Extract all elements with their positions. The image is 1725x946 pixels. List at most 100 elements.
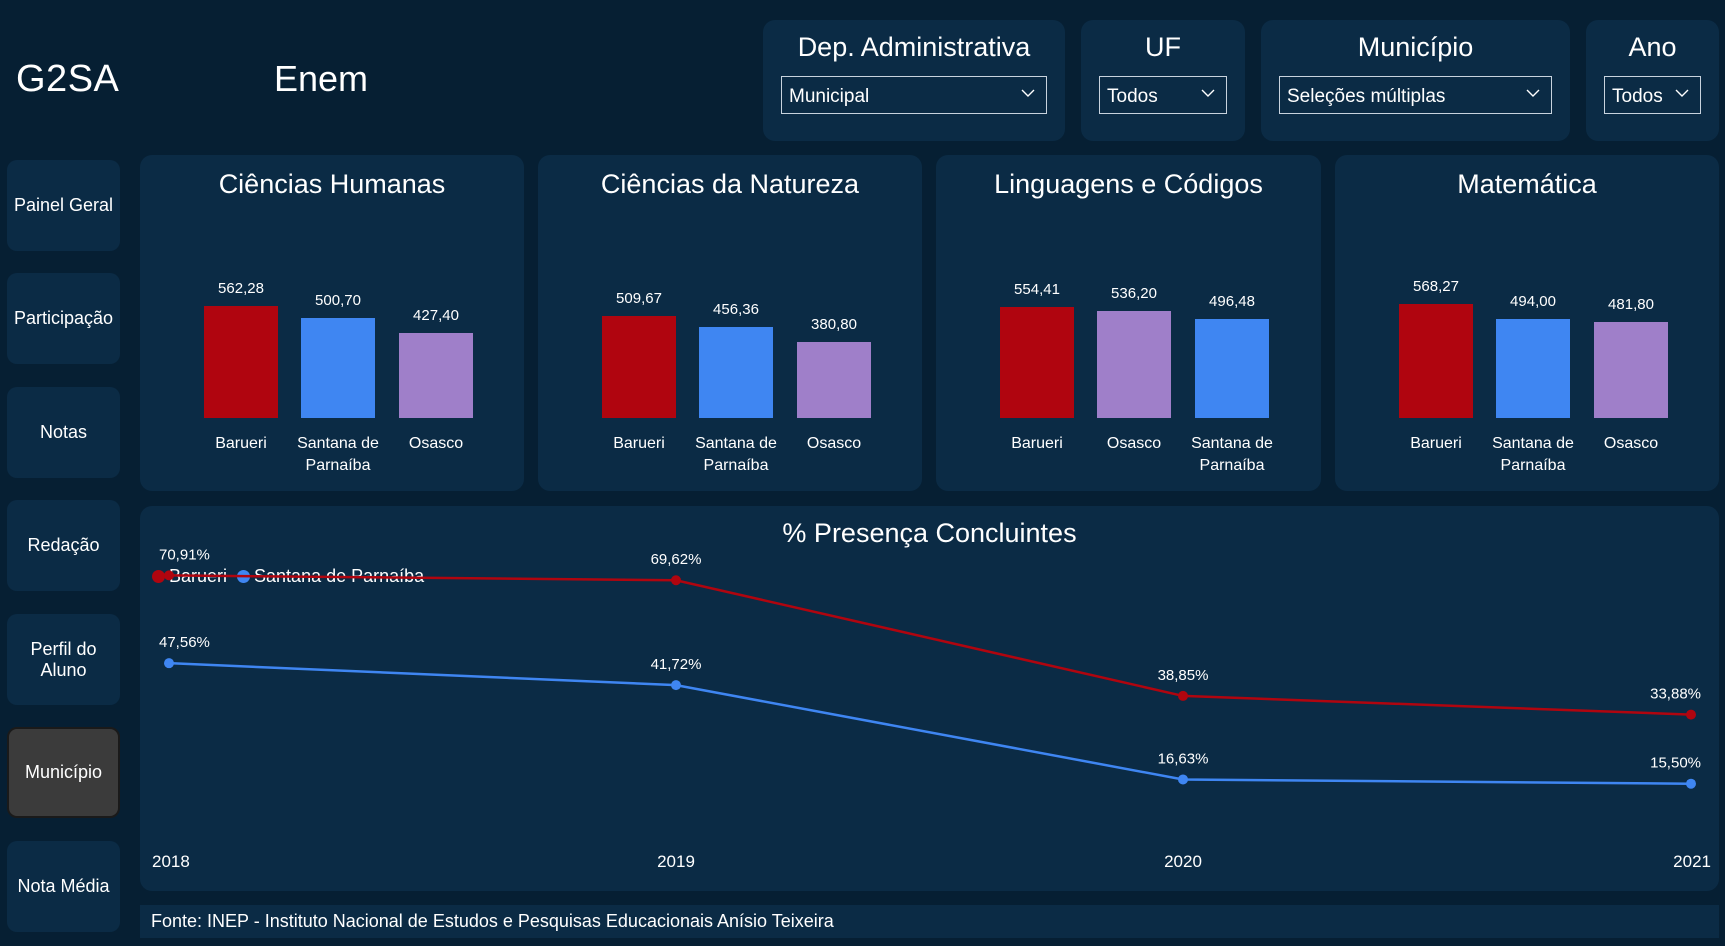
bar-value-label: 380,80	[811, 315, 857, 333]
bar[interactable]	[797, 341, 871, 418]
series-line	[168, 574, 1692, 716]
bar-value-label: 481,80	[1608, 295, 1654, 313]
category-label: Barueri	[613, 435, 665, 452]
bar[interactable]	[1594, 321, 1668, 418]
chevron-down-icon	[1201, 89, 1215, 97]
filter-ano: Ano Todos	[1586, 20, 1719, 141]
filter-label: Município	[1357, 32, 1474, 62]
page-title: Enem	[274, 58, 369, 99]
chevron-down-icon	[1526, 89, 1540, 97]
uf-dropdown[interactable]: Todos	[1099, 76, 1227, 114]
bar-value-label: 536,20	[1111, 284, 1157, 302]
ano-dropdown[interactable]: Todos	[1604, 76, 1701, 114]
bar-value-label: 427,40	[413, 306, 459, 324]
nav-notas[interactable]: Notas	[7, 387, 120, 478]
bar[interactable]	[1496, 319, 1570, 418]
bar-chart-card: Ciências da Natureza 509,67 Barueri 456,36…	[538, 155, 922, 491]
line-chart-card: % Presença Concluintes Barueri Santana d…	[140, 506, 1719, 891]
bar-value-label: 456,36	[713, 300, 759, 318]
dropdown-value: Todos	[1107, 86, 1158, 107]
legend-dot-icon	[152, 570, 165, 583]
source-footer: Fonte: INEP - Instituto Nacional de Estu…	[140, 905, 1719, 938]
category-label: Osasco	[408, 435, 464, 452]
category-label: Osasco	[806, 435, 862, 452]
point-value-label: 47,56%	[159, 634, 210, 651]
x-tick-label: 2020	[1164, 852, 1202, 871]
dep-administrativa-dropdown[interactable]: Municipal	[781, 76, 1047, 114]
x-tick-label: 2019	[657, 852, 695, 871]
bar-value-label: 554,41	[1014, 281, 1060, 299]
bar[interactable]	[301, 317, 375, 418]
chevron-down-icon	[1675, 89, 1689, 97]
municipio-dropdown[interactable]: Seleções múltiplas	[1279, 76, 1552, 114]
filter-municipio: Município Seleções múltiplas	[1261, 20, 1570, 141]
bar[interactable]	[602, 316, 676, 418]
data-point[interactable]	[1178, 690, 1188, 701]
nav-participacao[interactable]: Participação	[7, 273, 120, 364]
chart-title: % Presença Concluintes	[782, 518, 1077, 548]
bar[interactable]	[1000, 307, 1074, 418]
data-point[interactable]	[1686, 709, 1696, 720]
point-value-label: 69,62%	[651, 551, 702, 568]
category-label: Santana de Parnaíba	[1191, 435, 1273, 474]
data-point[interactable]	[671, 575, 681, 586]
nav-redacao[interactable]: Redação	[7, 500, 120, 591]
bar[interactable]	[699, 326, 773, 418]
filter-label: Dep. Administrativa	[797, 32, 1031, 62]
bar-value-label: 500,70	[315, 291, 361, 309]
category-label: Santana de Parnaíba	[297, 435, 379, 474]
data-point[interactable]	[1686, 778, 1696, 789]
bar-chart-card: Ciências Humanas 562,28 Barueri 500,70 Sant…	[140, 155, 524, 491]
dropdown-value: Seleções múltiplas	[1287, 86, 1446, 107]
bar[interactable]	[1097, 310, 1171, 418]
dropdown-value: Municipal	[789, 86, 870, 107]
category-label: Osasco	[1106, 435, 1162, 452]
bar[interactable]	[204, 305, 278, 418]
data-point[interactable]	[671, 680, 681, 691]
nav-perfil-do-aluno[interactable]: Perfil do Aluno	[7, 614, 120, 705]
category-label: Barueri	[1410, 435, 1462, 452]
dropdown-value: Todos	[1612, 86, 1663, 107]
bar[interactable]	[399, 332, 473, 418]
chevron-down-icon	[1021, 89, 1035, 97]
filter-label: Ano	[1628, 32, 1677, 62]
category-label: Barueri	[215, 435, 267, 452]
point-value-label: 15,50%	[1650, 755, 1701, 772]
bar[interactable]	[1195, 318, 1269, 418]
data-point[interactable]	[164, 570, 174, 581]
line-chart: 70,91% 69,62% 38,85% 33,88% 47,56% 41,72% 16,6…	[152, 546, 1711, 871]
nav-painel-geral[interactable]: Painel Geral	[7, 160, 120, 251]
x-tick-label: 2021	[1673, 852, 1711, 871]
nav-nota-media[interactable]: Nota Média	[7, 841, 120, 932]
data-point[interactable]	[164, 658, 174, 669]
series-line	[168, 661, 1692, 785]
bar[interactable]	[1399, 304, 1473, 418]
bar-value-label: 568,27	[1413, 278, 1459, 296]
point-value-label: 38,85%	[1158, 667, 1209, 684]
chart-title: Ciências da Natureza	[600, 169, 860, 199]
brand-logo: G2SA	[16, 58, 120, 100]
point-value-label: 41,72%	[651, 656, 702, 673]
bar-value-label: 494,00	[1510, 293, 1556, 311]
category-label: Santana de Parnaíba	[695, 435, 777, 474]
bar-value-label: 562,28	[218, 279, 264, 297]
filter-label: UF	[1145, 32, 1181, 62]
filter-uf: UF Todos	[1081, 20, 1245, 141]
category-label: Osasco	[1603, 435, 1659, 452]
bar-value-label: 509,67	[616, 290, 662, 308]
data-point[interactable]	[1178, 774, 1188, 785]
filter-dep-administrativa: Dep. Administrativa Municipal	[763, 20, 1065, 141]
bar-chart-card: Matemática 568,27 Barueri 494,00 Santana de…	[1335, 155, 1719, 491]
chart-title: Matemática	[1457, 169, 1597, 199]
chart-title: Linguagens e Códigos	[994, 169, 1263, 199]
nav-municipio[interactable]: Município	[7, 727, 120, 818]
category-label: Santana de Parnaíba	[1492, 435, 1574, 474]
bar-value-label: 496,48	[1209, 292, 1255, 310]
point-value-label: 33,88%	[1650, 686, 1701, 703]
bar-chart-card: Linguagens e Códigos 554,41 Barueri 536,20…	[936, 155, 1321, 491]
point-value-label: 16,63%	[1158, 750, 1209, 767]
point-value-label: 70,91%	[159, 546, 210, 563]
chart-title: Ciências Humanas	[218, 169, 446, 199]
category-label: Barueri	[1011, 435, 1063, 452]
x-tick-label: 2018	[152, 852, 190, 871]
